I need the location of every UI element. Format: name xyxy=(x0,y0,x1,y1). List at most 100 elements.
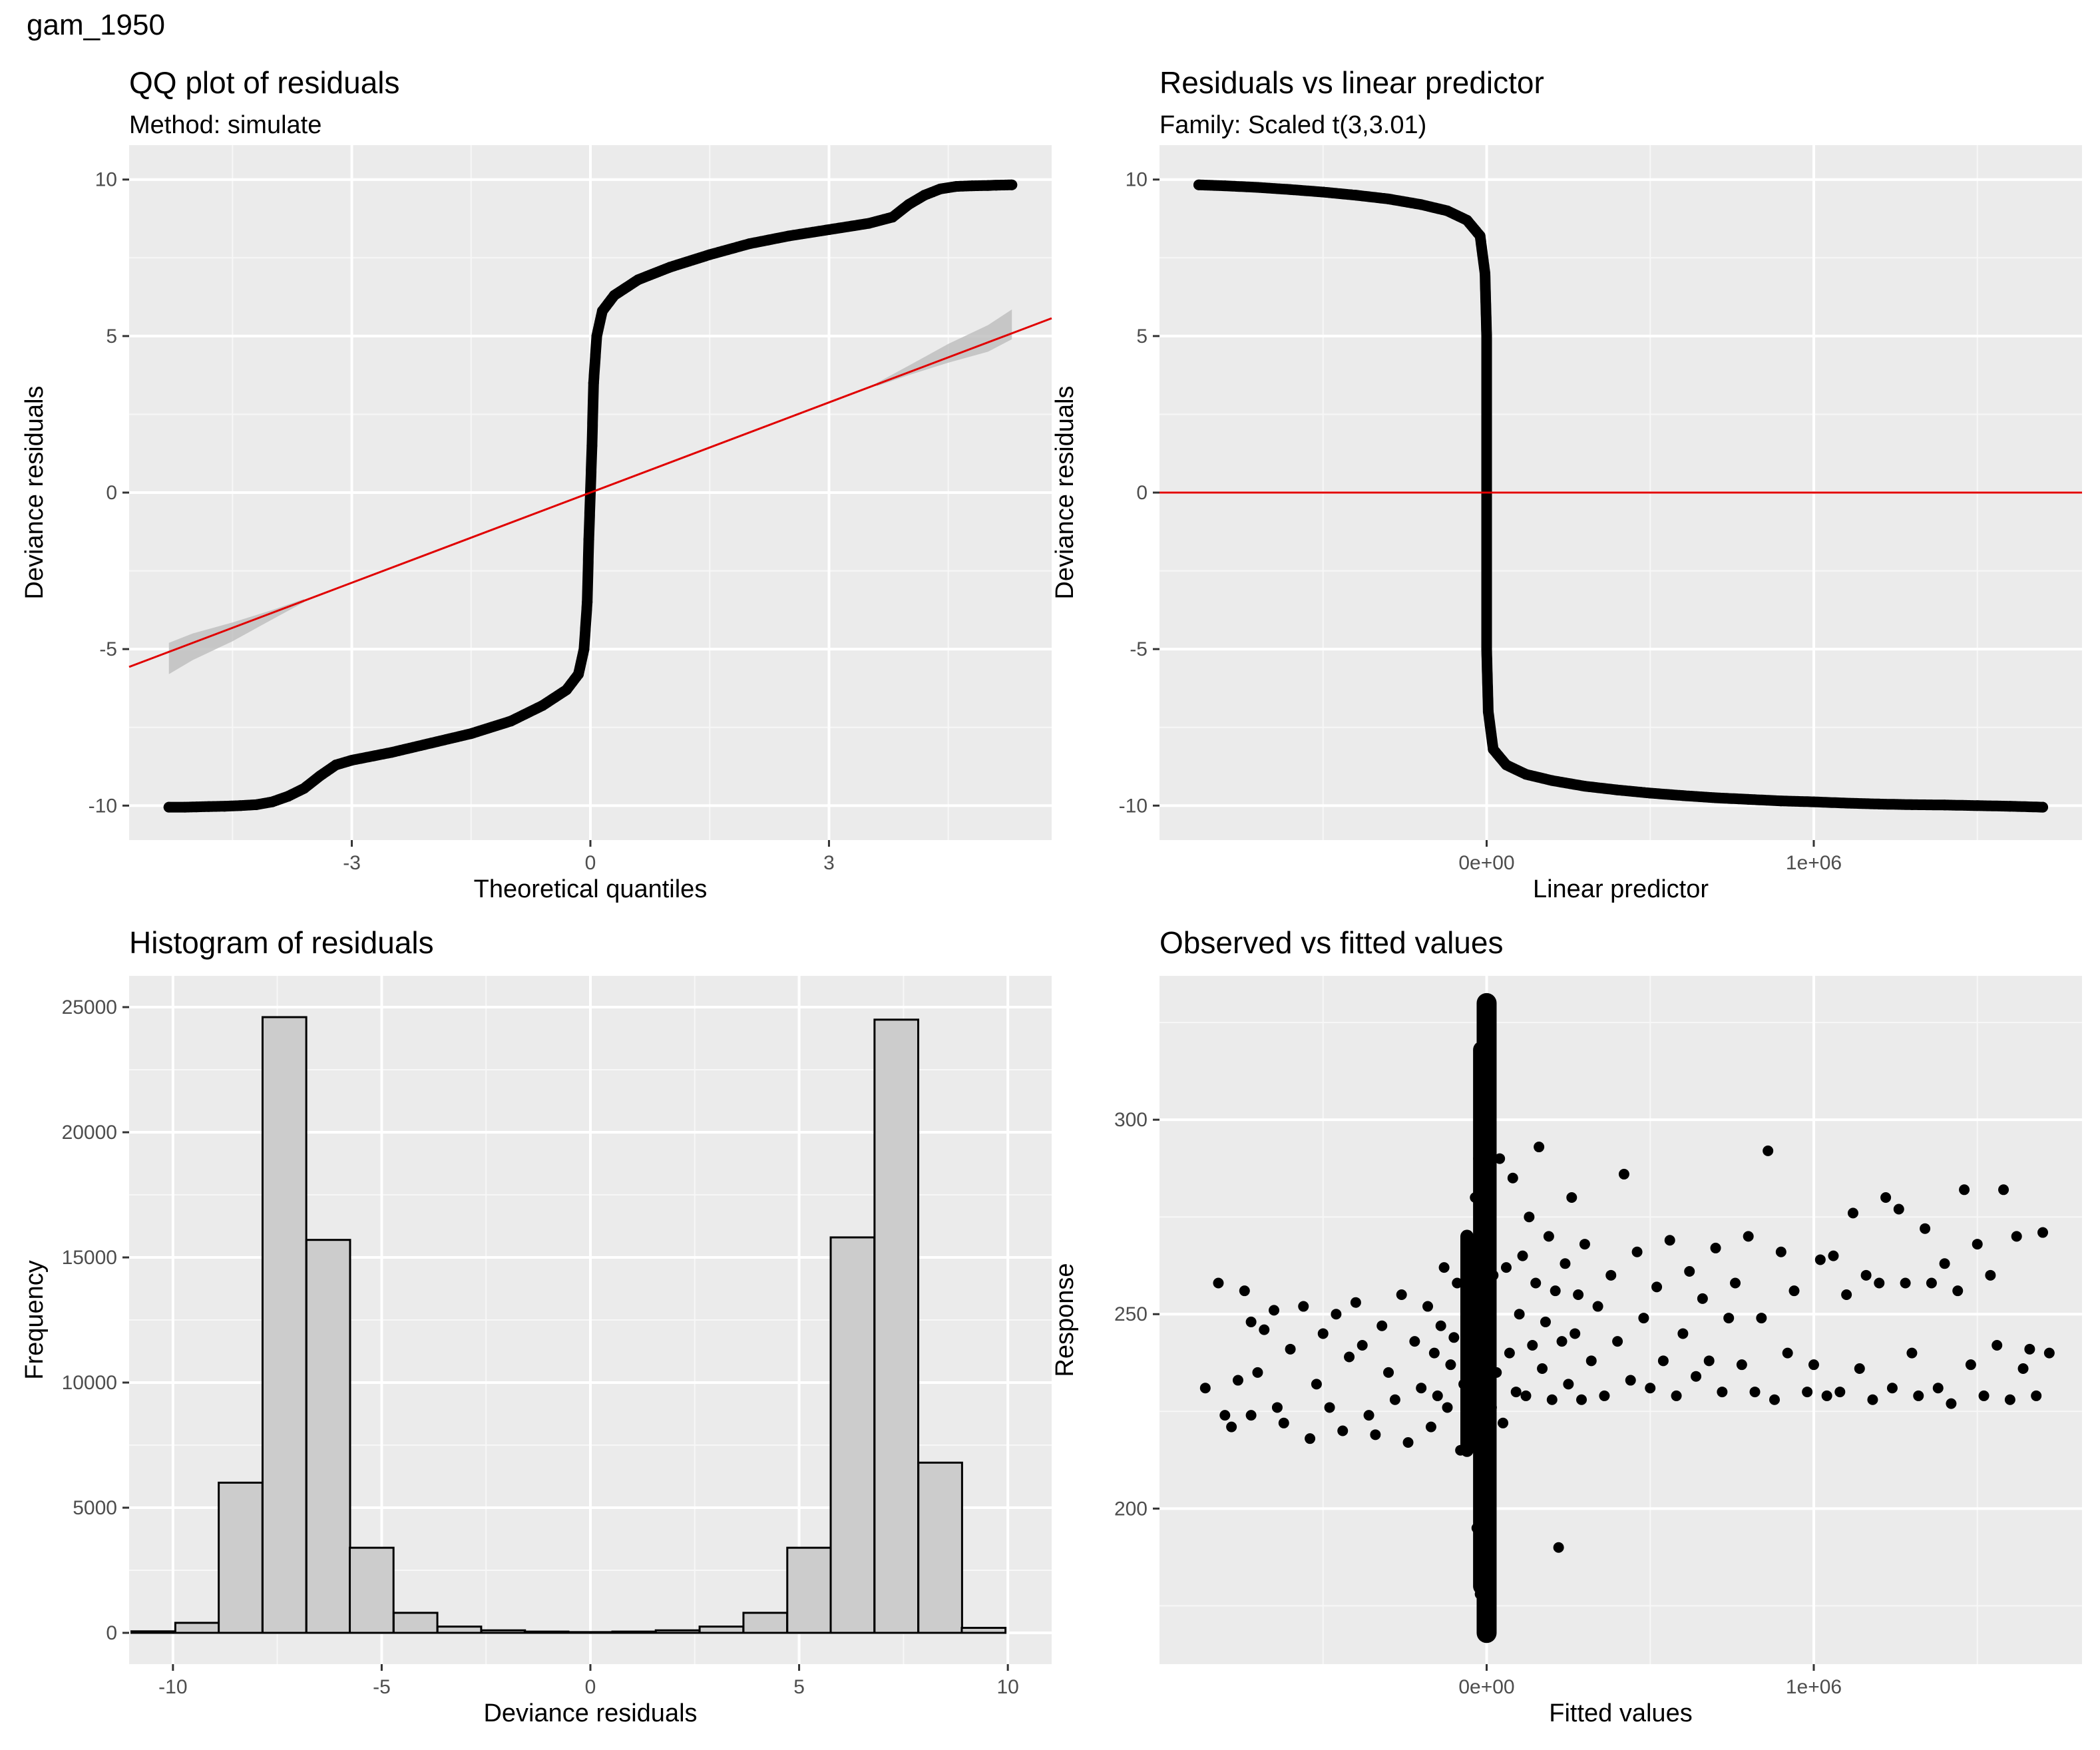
resid-point xyxy=(1219,180,1231,192)
obs-fit-point xyxy=(1476,1094,1488,1106)
obs-fit-point xyxy=(1599,1390,1610,1401)
resid-pred-subtitle: Family: Scaled t(3,3.01) xyxy=(1159,111,1426,139)
obs-fit-point xyxy=(1763,1145,1774,1156)
obs-fit-point xyxy=(1245,1410,1257,1421)
obs-fit-point xyxy=(1550,1285,1561,1297)
histogram-title: Histogram of residuals xyxy=(129,925,434,960)
obs-fit-point xyxy=(1498,1417,1509,1428)
obs-fit-point xyxy=(1697,1293,1708,1304)
y-tick-label: 10000 xyxy=(62,1372,117,1394)
y-tick-label: 300 xyxy=(1114,1109,1148,1131)
y-tick-label: 5000 xyxy=(73,1497,117,1519)
qq-point xyxy=(823,224,835,235)
y-tick-label: -10 xyxy=(1119,795,1148,817)
y-tick-label: -5 xyxy=(99,638,117,660)
qq-point xyxy=(282,791,294,802)
histogram-bar xyxy=(611,1630,658,1634)
obs-fit-point xyxy=(1491,1367,1502,1378)
obs-fit-point xyxy=(1311,1379,1322,1390)
obs-fit-point xyxy=(1435,1320,1446,1331)
y-tick-label: 5 xyxy=(1136,326,1148,347)
qq-point xyxy=(191,801,202,813)
qq-point xyxy=(235,800,246,811)
resid-point xyxy=(1677,790,1689,801)
qq-point xyxy=(903,199,914,210)
obs-fit-point xyxy=(1285,1343,1296,1355)
histogram-bar xyxy=(349,1546,395,1634)
obs-fit-point xyxy=(1677,1328,1689,1339)
y-tick-label: 0 xyxy=(106,1622,117,1644)
obs-fit-point xyxy=(1481,1309,1492,1320)
obs-fit-point xyxy=(1370,1429,1381,1440)
obs-fit-point xyxy=(1664,1235,1675,1246)
histogram-bar xyxy=(218,1481,264,1634)
obs-fit-point xyxy=(1232,1375,1243,1386)
obs-fit-point xyxy=(1471,1522,1482,1534)
obs-fit-point xyxy=(1537,1363,1548,1375)
obs-fit-point xyxy=(1482,1075,1493,1086)
obs-fit-point xyxy=(1226,1421,1237,1432)
obs-fit-point xyxy=(1579,1239,1590,1250)
x-axis-label: Fitted values xyxy=(1549,1699,1692,1727)
obs-fit-point xyxy=(1749,1387,1761,1398)
obs-fit-point xyxy=(1464,1250,1476,1261)
obs-fit-point xyxy=(1631,1246,1643,1257)
obs-fit-point xyxy=(1880,1192,1892,1203)
obs-fit-point xyxy=(1480,1503,1492,1514)
obs-fit-point xyxy=(1425,1421,1436,1432)
obs-fit-point xyxy=(1959,1184,1970,1196)
y-tick-label: 20000 xyxy=(62,1122,117,1144)
qq-point xyxy=(578,644,590,655)
qq-point xyxy=(632,274,644,286)
obs-fit-point xyxy=(1906,1347,1918,1359)
obs-fit-point xyxy=(1488,1269,1499,1281)
qq-point xyxy=(386,747,397,758)
obs-fit-point xyxy=(1422,1301,1434,1312)
obs-fit-point xyxy=(1992,1339,2003,1351)
x-tick-label: -5 xyxy=(373,1676,391,1698)
obs-fit-point xyxy=(1357,1339,1368,1351)
x-tick-label: 1e+06 xyxy=(1786,1676,1842,1698)
obs-fit-point xyxy=(2024,1343,2035,1355)
x-tick-label: 1e+06 xyxy=(1786,852,1842,874)
obs-fit-point xyxy=(1703,1355,1715,1367)
x-tick-label: 0e+00 xyxy=(1458,852,1514,874)
qq-point xyxy=(314,770,325,781)
obs-fit-point xyxy=(1481,1628,1492,1639)
resid-point xyxy=(1612,784,1623,795)
obs-fit-point xyxy=(1585,1355,1597,1367)
obs-fit-point xyxy=(1317,1328,1329,1339)
obs-fit-point xyxy=(1219,1410,1231,1421)
resid-point xyxy=(1317,186,1329,198)
resid-point xyxy=(2004,801,2015,812)
qq-point xyxy=(596,306,608,317)
panel-background xyxy=(1159,976,2082,1664)
confidence-band-right xyxy=(877,309,1012,387)
qq-point xyxy=(704,249,716,260)
obs-fit-point xyxy=(1481,997,1492,1008)
y-axis-label: Frequency xyxy=(21,1260,49,1380)
obs-fit-point xyxy=(1416,1383,1427,1394)
obs-fit-point xyxy=(1448,1332,1460,1343)
obs-fit-point xyxy=(1478,1036,1490,1048)
obs-fit-point xyxy=(1470,1192,1481,1203)
qq-point xyxy=(163,801,174,813)
histogram-bar xyxy=(960,1626,1007,1634)
qq-point xyxy=(950,181,962,192)
obs-fit-point xyxy=(1445,1359,1456,1371)
y-tick-label: 250 xyxy=(1114,1303,1148,1325)
resid-point xyxy=(1645,787,1656,799)
obs-fit-plot-area: 200 250 300 0e+00 1e+06 Fitted values Response xyxy=(1051,976,2082,1727)
obs-fit-point xyxy=(1756,1313,1767,1324)
obs-fit-point xyxy=(1932,1383,1944,1394)
obs-fit-point xyxy=(1269,1305,1280,1316)
obs-fit-point xyxy=(1618,1168,1629,1180)
histogram-bar xyxy=(654,1629,701,1634)
resid-point xyxy=(1482,706,1494,718)
histogram-bar xyxy=(917,1461,963,1634)
y-tick-label: -10 xyxy=(89,795,117,817)
obs-fit-point xyxy=(2017,1363,2029,1375)
histogram-bar xyxy=(305,1239,351,1634)
qq-point xyxy=(251,799,262,810)
